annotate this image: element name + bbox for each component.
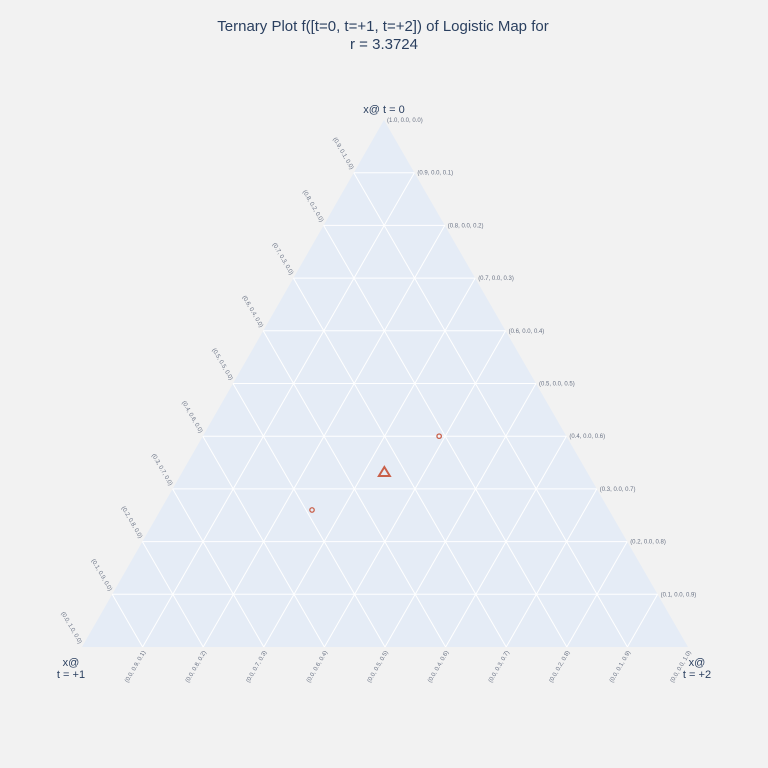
tick-label-right: (0.3, 0.0, 0.7) — [600, 487, 636, 493]
grid-line — [566, 541, 628, 648]
grid-line — [626, 594, 659, 648]
tick-label-right: (0.4, 0.0, 0.6) — [569, 434, 605, 440]
tick-label-left: (0.4, 0.6, 0.0) — [180, 400, 203, 434]
grid-line — [111, 594, 144, 648]
circle-marker — [309, 507, 315, 513]
grid-line — [505, 488, 598, 648]
tick-label-bottom: (0.0, 0.1, 0.9) — [609, 650, 632, 684]
tick-label-right: (0.8, 0.0, 0.2) — [448, 223, 484, 229]
tick-label-left: (0.9, 0.1, 0.0) — [331, 137, 354, 171]
tick-label-bottom: (0.0, 0.3, 0.7) — [488, 650, 511, 684]
tick-label-right: (0.1, 0.0, 0.9) — [661, 592, 697, 598]
tick-label-left: (0.2, 0.8, 0.0) — [120, 506, 143, 540]
grid-line — [384, 383, 537, 648]
tick-label-right: (0.5, 0.0, 0.5) — [539, 382, 575, 388]
circle-marker — [436, 433, 442, 440]
axis-b-title-line-1: x@ — [63, 657, 80, 669]
grid-line — [263, 277, 476, 648]
axis-a-title: x@ t = 0 — [363, 104, 404, 116]
tick-label-bottom: (0.0, 0.4, 0.6) — [427, 650, 450, 684]
grid-line — [292, 277, 507, 648]
tick-label-bottom: (0.0, 0.9, 0.1) — [124, 650, 147, 684]
tick-label-apex: (1.0, 0.0, 0.0) — [387, 118, 423, 124]
grid-line — [142, 172, 415, 648]
tick-label-bottom: (0.0, 0.6, 0.4) — [306, 650, 329, 684]
chart-title-line-1: Ternary Plot f([t=0, t=+1, t=+2]) of Log… — [217, 18, 548, 35]
triangle-marker — [377, 465, 392, 478]
tick-label-left: (0.1, 0.9, 0.0) — [90, 558, 113, 592]
axis-c-title-line-2: t = +2 — [683, 669, 711, 681]
tick-label-left: (0.6, 0.4, 0.0) — [241, 295, 264, 329]
tick-label-left: (0.0, 1.0, 0.0) — [59, 611, 82, 645]
tick-label-bottom: (0.0, 0.5, 0.5) — [367, 650, 390, 684]
data-markers — [309, 433, 442, 513]
axis-b-title-line-2: t = +1 — [57, 669, 85, 681]
chart-title-line-2: r = 3.3724 — [350, 36, 418, 53]
grid-line — [445, 435, 567, 648]
tick-label-right: (0.6, 0.0, 0.4) — [509, 329, 545, 335]
tick-label-right: (0.7, 0.0, 0.3) — [478, 276, 514, 282]
tick-label-bottom: (0.0, 0.2, 0.8) — [548, 650, 571, 684]
tick-label-bottom: (0.0, 0.7, 0.3) — [245, 650, 268, 684]
tick-label-left: (0.7, 0.3, 0.0) — [271, 242, 294, 276]
grid-line — [232, 383, 386, 648]
grid-line — [141, 541, 204, 648]
tick-label-left: (0.8, 0.2, 0.0) — [301, 189, 324, 223]
grid-line — [172, 488, 265, 648]
tick-label-right: (0.9, 0.0, 0.1) — [417, 171, 453, 177]
tick-label-left: (0.5, 0.5, 0.0) — [210, 348, 233, 382]
grid-line — [353, 172, 628, 648]
grid-lines — [111, 172, 659, 648]
axis-c-title-line-1: x@ — [689, 657, 706, 669]
tick-label-bottom: (0.0, 0.8, 0.2) — [185, 650, 208, 684]
tick-label-right: (0.2, 0.0, 0.8) — [630, 540, 666, 546]
grid-line — [202, 435, 325, 648]
tick-label-left: (0.3, 0.7, 0.0) — [150, 453, 173, 487]
